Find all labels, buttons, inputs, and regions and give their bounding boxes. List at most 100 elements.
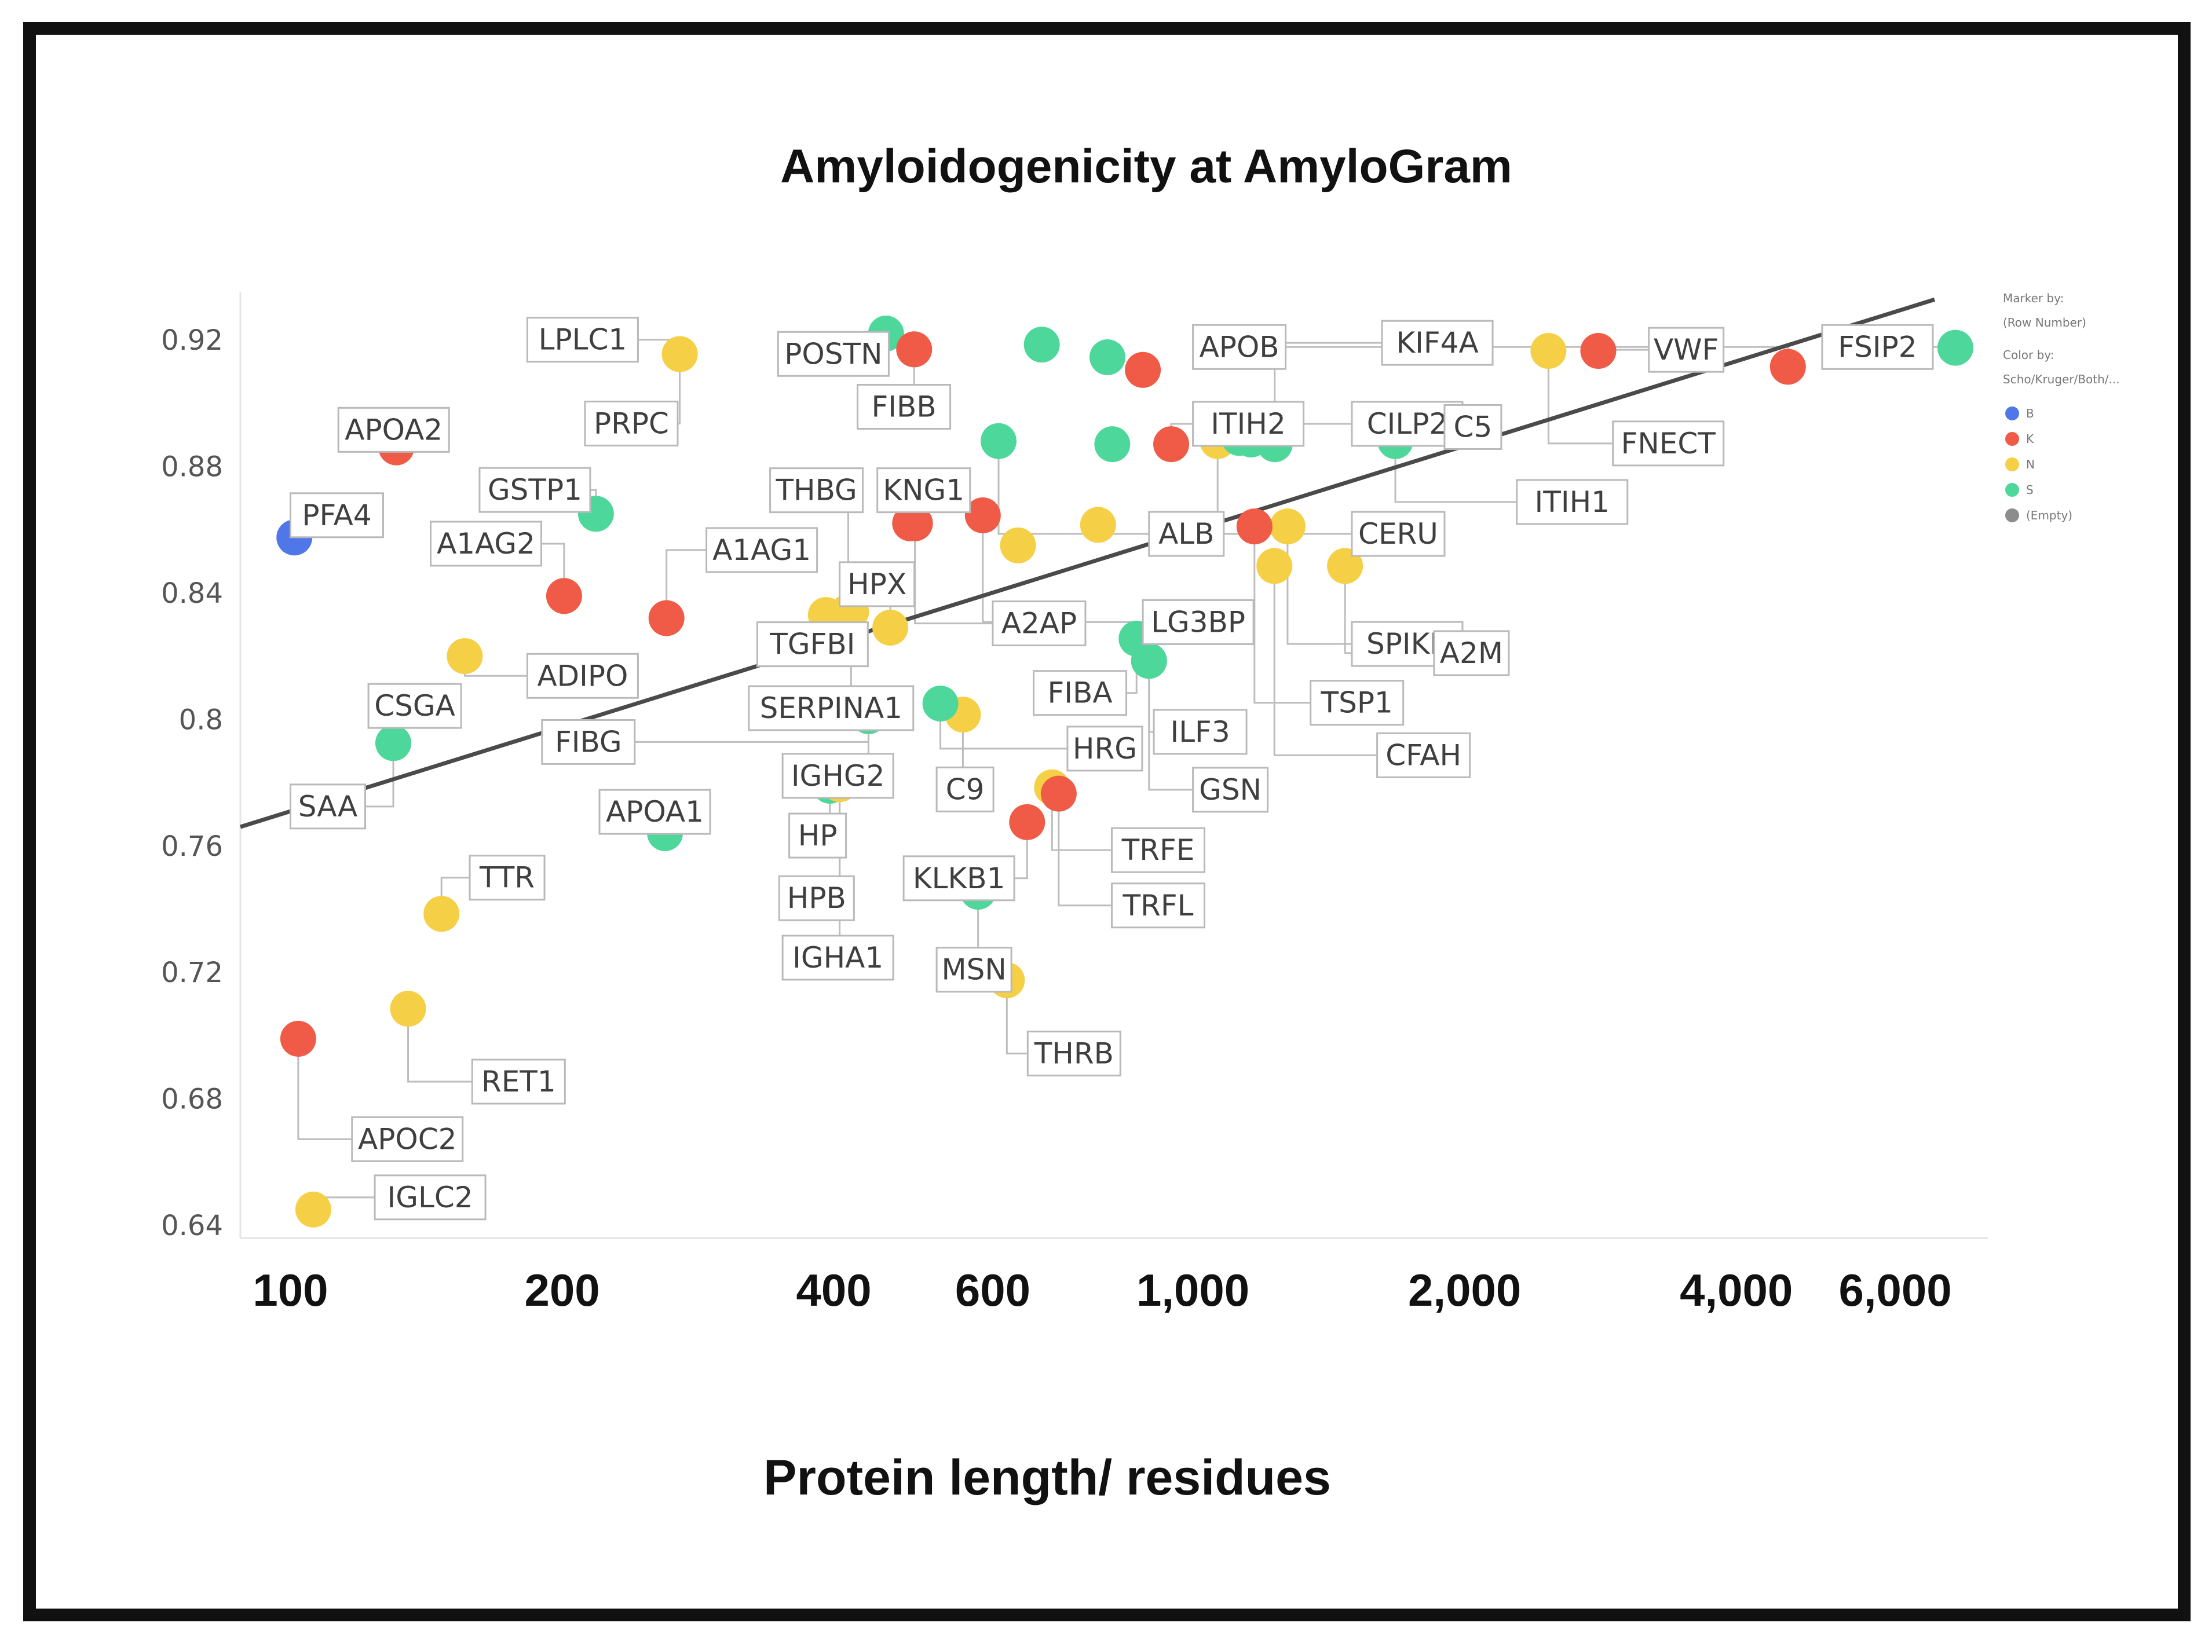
x-tick-label: 4,000: [1680, 1265, 1793, 1316]
point-label-box: [769, 467, 864, 514]
data-point: [922, 686, 959, 721]
image-frame: [23, 22, 2191, 1621]
point-label-box: [1111, 827, 1206, 873]
data-point: [1000, 527, 1036, 563]
point-label: APOA2: [345, 413, 443, 446]
point-label-box: [876, 467, 971, 514]
point-label-box: [1033, 670, 1128, 716]
legend-color-value: Scho/Kruger/Both/...: [2003, 372, 2120, 386]
point-label: CILP2: [1367, 407, 1447, 441]
data-point: [295, 1191, 331, 1228]
point-label-box: [705, 527, 818, 573]
y-tick-label: 0.88: [161, 450, 223, 483]
data-point: [1009, 804, 1045, 840]
point-label-box: [430, 521, 543, 567]
point-label-box: [584, 400, 679, 446]
point-label-box: [1192, 401, 1305, 447]
leader-line: [1394, 441, 1573, 503]
legend-entry-label: S: [2026, 483, 2034, 497]
point-label-box: [367, 683, 462, 729]
point-label-box: [1516, 479, 1629, 525]
point-label: IGHG2: [791, 759, 885, 793]
point-label-box: [1192, 324, 1287, 370]
point-label-box: [1066, 726, 1143, 772]
data-point: [872, 609, 909, 646]
point-label-box: [1443, 404, 1502, 450]
point-label: KLKB1: [913, 862, 1006, 895]
point-label-box: [1612, 420, 1725, 467]
point-label-box: [541, 719, 636, 765]
point-label: PRPC: [594, 406, 669, 440]
data-point: [280, 1020, 316, 1057]
point-label: HP: [798, 819, 838, 852]
point-label-box: [935, 766, 995, 812]
y-axis-ticks: 0.64 0.68 0.72 0.76 0.8 0.84 0.88 0.92: [161, 324, 223, 1242]
point-label: ALB: [1158, 517, 1214, 551]
point-label-box: [1026, 1030, 1121, 1076]
point-label: CERU: [1358, 517, 1438, 551]
data-point: [423, 896, 460, 932]
point-label-box: [1142, 599, 1255, 645]
point-label: POSTN: [784, 337, 882, 371]
data-point: [1080, 507, 1116, 543]
point-label: A1AG1: [712, 533, 811, 567]
point-label: LPLC1: [539, 323, 627, 357]
data-point: [981, 423, 1017, 459]
point-label-box: [1376, 732, 1471, 778]
point-label: FNECT: [1621, 427, 1716, 460]
point-label: IGLC2: [387, 1181, 473, 1214]
point-label: CFAH: [1385, 738, 1461, 772]
x-tick-label: 400: [796, 1265, 872, 1316]
data-point: [1269, 508, 1306, 545]
point-label: TGFBI: [769, 628, 855, 661]
point-label: CSGA: [374, 689, 455, 723]
x-tick-label: 2,000: [1408, 1265, 1521, 1316]
legend-marker: [2005, 432, 2019, 446]
legend-marker: [2005, 406, 2019, 420]
point-label: APOA1: [606, 795, 704, 829]
point-label: PFA4: [302, 499, 371, 532]
data-point: [1023, 327, 1060, 363]
point-label-box: [1433, 630, 1510, 676]
data-point: [447, 638, 483, 675]
legend-marker: [2005, 457, 2019, 471]
point-label: FIBA: [1048, 676, 1113, 710]
y-tick-label: 0.92: [161, 324, 223, 357]
point-label: C5: [1454, 410, 1493, 444]
point-label-box: [526, 653, 639, 699]
point-label: ITIH2: [1211, 407, 1285, 441]
x-tick-label: 200: [524, 1265, 599, 1316]
point-label: FIBB: [872, 390, 937, 423]
data-point: [1327, 548, 1363, 584]
chart-title: Amyloidogenicity at AmyloGram: [780, 140, 1512, 193]
y-tick-label: 0.8: [179, 704, 223, 736]
data-point: [896, 331, 933, 368]
point-label-box: [839, 561, 916, 607]
legend: Marker by: (Row Number) Color by: Scho/K…: [2003, 291, 2120, 522]
leader-line: [1273, 566, 1424, 756]
data-point: [1089, 339, 1125, 375]
point-label-box: [788, 812, 847, 859]
point-label-box: [290, 492, 385, 539]
x-axis-label: Protein length/ residues: [763, 1450, 1331, 1506]
data-point: [897, 505, 933, 541]
data-point: [648, 600, 685, 636]
point-label-box: [935, 947, 1012, 993]
y-tick-label: 0.72: [161, 957, 223, 989]
point-label: GSN: [1199, 773, 1262, 807]
data-point: [1530, 333, 1567, 369]
data-point: [1236, 508, 1273, 545]
data-point: [546, 578, 582, 614]
point-label: SERPINA1: [760, 691, 902, 725]
point-label: TRFE: [1121, 833, 1195, 867]
point-label: FIBG: [555, 725, 622, 759]
point-label: HRG: [1073, 732, 1137, 765]
point-label: RET1: [481, 1065, 556, 1098]
point-label-box: [1111, 882, 1206, 929]
data-point: [661, 336, 698, 372]
point-labels: PFA4 APOA2 LPLC1 PRPC POSTN GSTP1 A1AG2 A1AG1 AD…: [290, 317, 1934, 1221]
point-label: HPX: [847, 567, 906, 601]
data-point: [1094, 426, 1131, 463]
point-label-box: [598, 789, 711, 835]
